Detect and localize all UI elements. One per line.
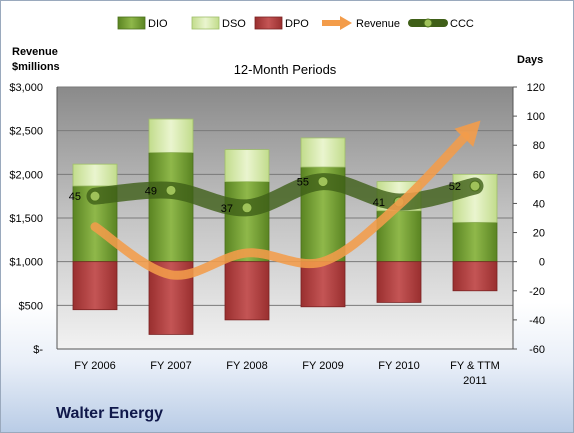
right-tick-label: 40 (533, 198, 545, 210)
x-tick-label: FY & TTM (450, 360, 500, 372)
ccc-marker (241, 202, 253, 214)
ccc-data-label: 37 (221, 203, 233, 215)
bar-dio (224, 181, 270, 263)
bar-dpo (224, 261, 270, 321)
x-tick-label: FY 2007 (150, 360, 191, 372)
right-axis-label: Days (517, 54, 543, 66)
ccc-marker (89, 190, 101, 202)
left-tick-label: $1,500 (9, 213, 43, 225)
ccc-marker (165, 184, 177, 196)
left-axis-label-units: $millions (12, 61, 60, 73)
ccc-data-label: 49 (145, 185, 157, 197)
right-tick-label: 80 (533, 140, 545, 152)
bar-dpo (376, 261, 422, 303)
ccc-data-label: 55 (297, 177, 309, 189)
legend-swatch-arrowhead (340, 16, 352, 30)
bar-dso (300, 137, 346, 168)
legend-label: CCC (450, 18, 474, 30)
bar-dpo (72, 261, 118, 311)
legend-swatch (191, 16, 220, 30)
right-tick-label: 100 (527, 111, 545, 123)
legend-swatch (254, 16, 283, 30)
bar-dso (148, 118, 194, 153)
x-tick-label: FY 2008 (226, 360, 267, 372)
x-tick-label: FY 2006 (74, 360, 115, 372)
legend-label: Revenue (356, 18, 400, 30)
legend-swatch-marker (423, 18, 433, 28)
bar-dio (452, 221, 498, 263)
chart-title: 12-Month Periods (234, 62, 337, 77)
ccc-data-label: 52 (449, 181, 461, 193)
ccc-data-label: 45 (69, 191, 81, 203)
bar-dso (72, 163, 118, 187)
x-tick-label: FY 2009 (302, 360, 343, 372)
left-tick-label: $2,500 (9, 126, 43, 138)
bar-dpo (452, 261, 498, 292)
revenue-line (90, 131, 470, 280)
right-tick-label: -60 (529, 344, 545, 356)
ccc-marker (469, 180, 481, 192)
left-tick-label: $500 (19, 300, 43, 312)
legend-label: DIO (148, 18, 168, 30)
right-tick-label: 120 (527, 82, 545, 94)
legend-label: DPO (285, 18, 309, 30)
left-tick-label: $1,000 (9, 257, 43, 269)
x-tick-label: FY 2010 (378, 360, 419, 372)
left-tick-label: $3,000 (9, 82, 43, 94)
left-tick-label: $2,000 (9, 169, 43, 181)
legend-label: DSO (222, 18, 246, 30)
right-tick-label: 0 (539, 257, 545, 269)
company-name: Walter Energy (56, 405, 163, 422)
legend-swatch (117, 16, 146, 30)
right-tick-label: -40 (529, 315, 545, 327)
revenue-arrowhead (454, 120, 481, 147)
bar-dpo (300, 261, 346, 308)
left-axis-label: Revenue (12, 46, 58, 58)
ccc-marker (317, 176, 329, 188)
right-tick-label: 60 (533, 169, 545, 181)
left-tick-label: $- (33, 344, 43, 356)
right-tick-label: -20 (529, 286, 545, 298)
right-tick-label: 20 (533, 228, 545, 240)
bar-dio (148, 152, 194, 263)
bar-dso (224, 149, 270, 183)
x-tick-label: 2011 (463, 375, 487, 387)
ccc-data-label: 41 (373, 197, 385, 209)
